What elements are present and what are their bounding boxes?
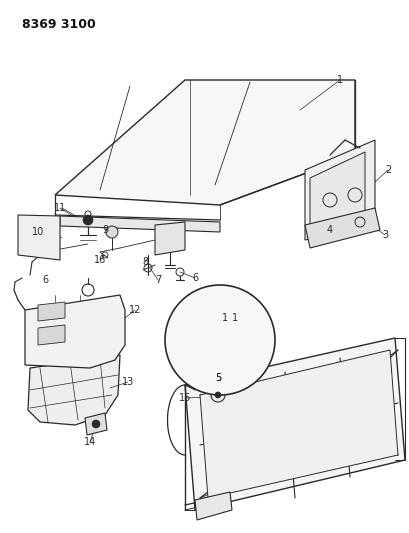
Text: 5: 5 — [214, 373, 220, 383]
Text: 5: 5 — [214, 373, 220, 383]
Text: 16: 16 — [94, 255, 106, 265]
Polygon shape — [304, 208, 379, 248]
Text: 6: 6 — [42, 275, 48, 285]
Circle shape — [92, 420, 100, 428]
Text: 13: 13 — [121, 377, 134, 387]
Text: 1: 1 — [336, 75, 342, 85]
Polygon shape — [25, 295, 125, 368]
Text: 6: 6 — [191, 273, 198, 283]
Text: 15: 15 — [178, 393, 191, 403]
Text: 12: 12 — [128, 305, 141, 315]
Circle shape — [164, 285, 274, 395]
Polygon shape — [155, 222, 184, 255]
Circle shape — [106, 226, 118, 238]
Polygon shape — [200, 350, 397, 498]
Circle shape — [85, 211, 91, 217]
Circle shape — [83, 215, 93, 225]
Polygon shape — [38, 302, 65, 321]
Text: 11: 11 — [54, 203, 66, 213]
Polygon shape — [195, 492, 231, 520]
Circle shape — [214, 392, 220, 398]
Text: 4: 4 — [326, 225, 332, 235]
Polygon shape — [28, 355, 120, 425]
Text: 8: 8 — [142, 257, 148, 267]
Polygon shape — [38, 325, 65, 345]
Text: 3: 3 — [381, 230, 387, 240]
Text: 2: 2 — [384, 165, 390, 175]
Polygon shape — [55, 80, 354, 205]
Polygon shape — [184, 338, 404, 510]
Polygon shape — [18, 215, 60, 260]
Polygon shape — [304, 140, 374, 240]
Polygon shape — [309, 152, 364, 232]
Text: 14: 14 — [84, 437, 96, 447]
Text: 10: 10 — [32, 227, 44, 237]
Polygon shape — [85, 413, 107, 435]
Text: 9: 9 — [102, 225, 108, 235]
Polygon shape — [60, 216, 220, 232]
Text: 1: 1 — [221, 313, 227, 323]
Text: 1: 1 — [231, 313, 238, 323]
Text: 8369 3100: 8369 3100 — [22, 18, 96, 31]
Text: 7: 7 — [155, 275, 161, 285]
